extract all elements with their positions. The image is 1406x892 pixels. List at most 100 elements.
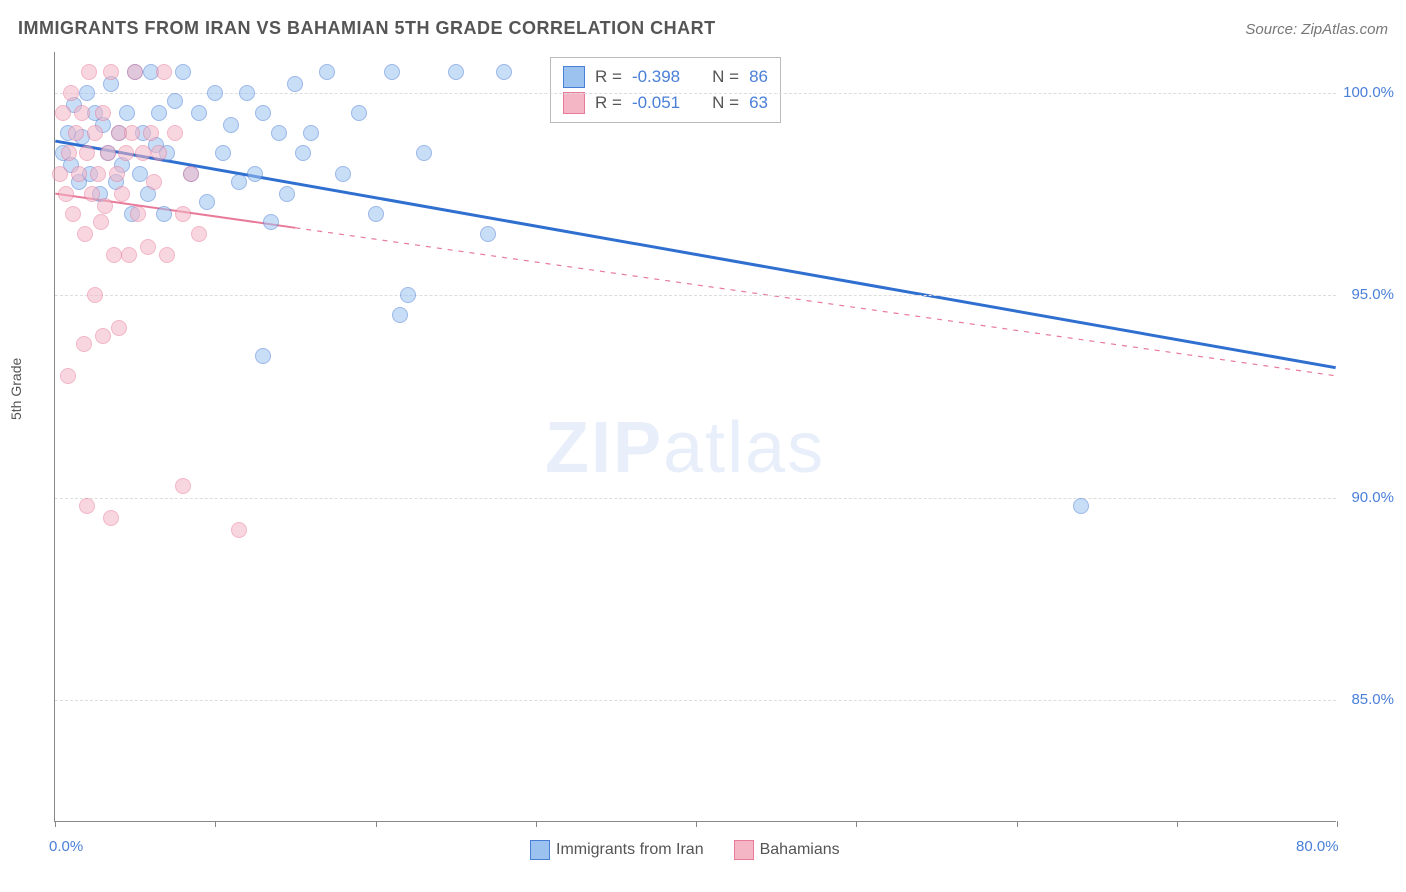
scatter-point — [124, 125, 140, 141]
scatter-point — [95, 105, 111, 121]
legend-label: Bahamians — [760, 841, 840, 858]
scatter-point — [52, 166, 68, 182]
scatter-point — [61, 145, 77, 161]
trend-line-dashed — [295, 228, 1335, 376]
x-tick — [536, 821, 537, 827]
scatter-point — [79, 145, 95, 161]
scatter-point — [79, 498, 95, 514]
r-value: -0.051 — [632, 93, 680, 113]
scatter-point — [247, 166, 263, 182]
scatter-point — [87, 287, 103, 303]
legend-swatch — [563, 66, 585, 88]
scatter-point — [87, 125, 103, 141]
scatter-point — [175, 206, 191, 222]
scatter-point — [319, 64, 335, 80]
scatter-point — [255, 105, 271, 121]
scatter-point — [118, 145, 134, 161]
scatter-point — [191, 226, 207, 242]
x-tick — [696, 821, 697, 827]
scatter-point — [156, 206, 172, 222]
scatter-point — [74, 105, 90, 121]
scatter-point — [103, 64, 119, 80]
scatter-point — [103, 510, 119, 526]
scatter-point — [90, 166, 106, 182]
chart-source: Source: ZipAtlas.com — [1245, 21, 1388, 38]
scatter-point — [480, 226, 496, 242]
scatter-point — [68, 125, 84, 141]
n-label: N = — [712, 93, 739, 113]
scatter-point — [1073, 498, 1089, 514]
scatter-point — [368, 206, 384, 222]
scatter-point — [351, 105, 367, 121]
scatter-point — [159, 247, 175, 263]
scatter-point — [143, 125, 159, 141]
scatter-point — [392, 307, 408, 323]
scatter-point — [207, 85, 223, 101]
y-tick-label: 85.0% — [1351, 691, 1394, 708]
scatter-point — [63, 85, 79, 101]
scatter-point — [111, 320, 127, 336]
x-tick — [215, 821, 216, 827]
series-legend: Immigrants from Iran Bahamians — [530, 840, 840, 860]
scatter-point — [400, 287, 416, 303]
scatter-point — [58, 186, 74, 202]
y-tick-label: 90.0% — [1351, 489, 1394, 506]
stats-legend-row: R = -0.051 N = 63 — [563, 90, 768, 116]
legend-swatch — [563, 92, 585, 114]
scatter-point — [60, 368, 76, 384]
scatter-point — [199, 194, 215, 210]
scatter-point — [416, 145, 432, 161]
scatter-point — [140, 239, 156, 255]
r-value: -0.398 — [632, 67, 680, 87]
scatter-point — [156, 64, 172, 80]
scatter-point — [84, 186, 100, 202]
x-tick — [1337, 821, 1338, 827]
source-prefix: Source: — [1245, 21, 1301, 38]
scatter-point — [65, 206, 81, 222]
r-label: R = — [595, 67, 622, 87]
n-value: 63 — [749, 93, 768, 113]
scatter-point — [295, 145, 311, 161]
scatter-point — [175, 478, 191, 494]
scatter-point — [71, 166, 87, 182]
scatter-point — [335, 166, 351, 182]
x-tick — [55, 821, 56, 827]
scatter-point — [151, 145, 167, 161]
n-label: N = — [712, 67, 739, 87]
scatter-point — [167, 125, 183, 141]
scatter-point — [303, 125, 319, 141]
scatter-point — [109, 166, 125, 182]
scatter-point — [81, 64, 97, 80]
n-value: 86 — [749, 67, 768, 87]
scatter-point — [191, 105, 207, 121]
stats-legend: R = -0.398 N = 86 R = -0.051 N = 63 — [550, 57, 781, 123]
scatter-point — [255, 348, 271, 364]
stats-legend-row: R = -0.398 N = 86 — [563, 64, 768, 90]
scatter-point — [93, 214, 109, 230]
watermark: ZIPatlas — [545, 407, 825, 489]
scatter-plot-area: ZIPatlas R = -0.398 N = 86 R = -0.051 N = 6… — [54, 52, 1336, 822]
scatter-point — [100, 145, 116, 161]
legend-item: Immigrants from Iran — [530, 840, 704, 860]
scatter-point — [167, 93, 183, 109]
scatter-point — [231, 522, 247, 538]
x-tick — [1017, 821, 1018, 827]
scatter-point — [97, 198, 113, 214]
legend-swatch — [530, 840, 550, 860]
legend-item: Bahamians — [734, 840, 840, 860]
gridline — [55, 498, 1336, 499]
scatter-point — [119, 105, 135, 121]
scatter-point — [77, 226, 93, 242]
x-tick — [856, 821, 857, 827]
x-tick — [1177, 821, 1178, 827]
r-label: R = — [595, 93, 622, 113]
gridline — [55, 295, 1336, 296]
x-tick — [376, 821, 377, 827]
scatter-point — [239, 85, 255, 101]
scatter-point — [223, 117, 239, 133]
scatter-point — [271, 125, 287, 141]
scatter-point — [448, 64, 464, 80]
trend-lines-layer — [55, 52, 1336, 821]
scatter-point — [263, 214, 279, 230]
scatter-point — [55, 105, 71, 121]
